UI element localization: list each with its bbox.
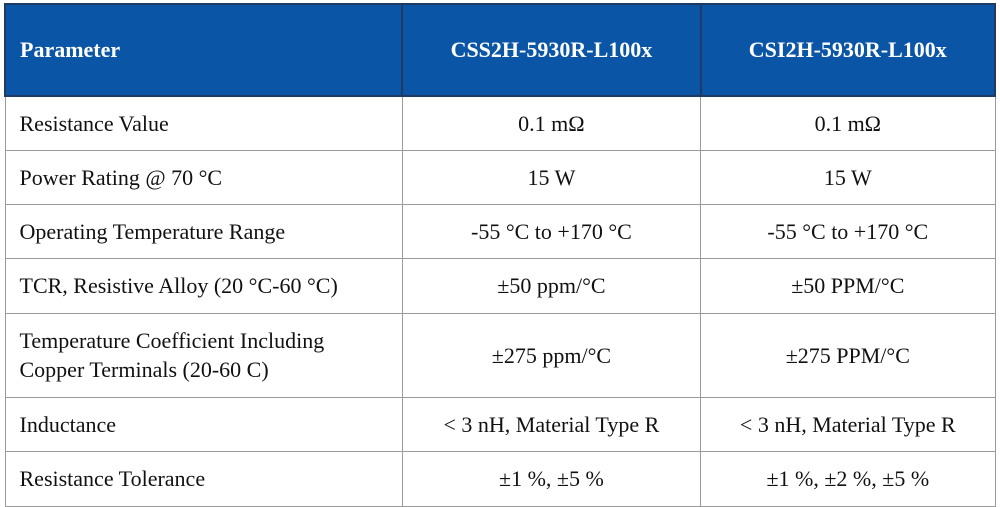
cell-text: Inductance — [19, 411, 117, 437]
table-cell: ±1 %, ±2 %, ±5 % — [700, 450, 996, 507]
cell-text: Power Rating @ 70 °C — [19, 164, 223, 190]
table-cell: 15 W — [700, 149, 996, 205]
table-cell: ±50 PPM/°C — [700, 257, 996, 314]
table-row: Resistance Tolerance ±1 %, ±5 % ±1 %, ±2 %… — [4, 450, 996, 507]
table-cell: Resistance Value — [4, 95, 403, 151]
table-cell: Inductance — [4, 396, 403, 452]
table-cell: < 3 nH, Material Type R — [401, 396, 702, 452]
table-cell: 0.1 mΩ — [401, 95, 702, 151]
header-cell: CSI2H-5930R-L100x — [699, 3, 997, 97]
table-row: Resistance Value 0.1 mΩ 0.1 mΩ — [4, 95, 996, 151]
cell-text: < 3 nH, Material Type R — [443, 411, 660, 437]
header-cell: Parameter — [3, 3, 404, 97]
table-cell: Operating Temperature Range — [4, 203, 403, 259]
table-row: Operating Temperature Range -55 °C to +17… — [4, 203, 996, 259]
table-cell: ±1 %, ±5 % — [401, 450, 702, 507]
cell-text: ±50 ppm/°C — [497, 273, 606, 298]
cell-text: -55 °C to +170 °C — [767, 218, 929, 244]
cell-text: ±275 PPM/°C — [785, 342, 910, 368]
cell-text: Operating Temperature Range — [19, 218, 286, 244]
table-cell: ±275 PPM/°C — [700, 312, 996, 398]
header-row: Parameter CSS2H-5930R-L100x CSI2H-5930R-L1… — [3, 3, 997, 97]
table-row: Inductance < 3 nH, Material Type R < 3 nH,… — [4, 396, 996, 452]
table-cell: -55 °C to +170 °C — [700, 203, 996, 259]
cell-text: ±1 %, ±2 %, ±5 % — [766, 466, 930, 491]
cell-text: < 3 nH, Material Type R — [739, 411, 956, 437]
cell-text: -55 °C to +170 °C — [471, 218, 632, 244]
spec-table: Parameter CSS2H-5930R-L100x CSI2H-5930R-L1… — [3, 3, 997, 507]
table-cell: -55 °C to +170 °C — [401, 203, 702, 259]
table-row: TCR, Resistive Alloy (20 °C-60 °C) ±50 pp… — [4, 257, 996, 314]
cell-text: 15 W — [823, 164, 872, 190]
table-cell: Resistance Tolerance — [4, 450, 403, 507]
table-row: Temperature Coefficient Including Copper… — [4, 312, 996, 398]
header-cell: CSS2H-5930R-L100x — [401, 3, 702, 97]
table-cell: ±50 ppm/°C — [401, 257, 702, 314]
cell-text: ±275 ppm/°C — [491, 342, 612, 368]
cell-text: Resistance Tolerance — [19, 466, 206, 491]
table-cell: 15 W — [401, 149, 702, 205]
cell-text: 0.1 mΩ — [518, 110, 585, 136]
table-cell: < 3 nH, Material Type R — [700, 396, 996, 452]
table-row: Power Rating @ 70 °C 15 W 15 W — [4, 149, 996, 205]
cell-text: 0.1 mΩ — [814, 110, 882, 136]
cell-text: TCR, Resistive Alloy (20 °C-60 °C) — [19, 273, 338, 298]
table-cell: Temperature Coefficient Including Copper… — [4, 312, 403, 398]
table-cell: ±275 ppm/°C — [401, 312, 702, 398]
cell-text: ±1 %, ±5 % — [499, 466, 604, 491]
cell-text: ±50 PPM/°C — [791, 273, 905, 298]
cell-text: Temperature Coefficient Including Copper… — [19, 328, 325, 382]
cell-text: 15 W — [527, 164, 576, 190]
cell-text: Resistance Value — [19, 110, 169, 136]
table-cell: TCR, Resistive Alloy (20 °C-60 °C) — [4, 257, 403, 314]
table-cell: 0.1 mΩ — [700, 95, 996, 151]
table-cell: Power Rating @ 70 °C — [4, 149, 403, 205]
